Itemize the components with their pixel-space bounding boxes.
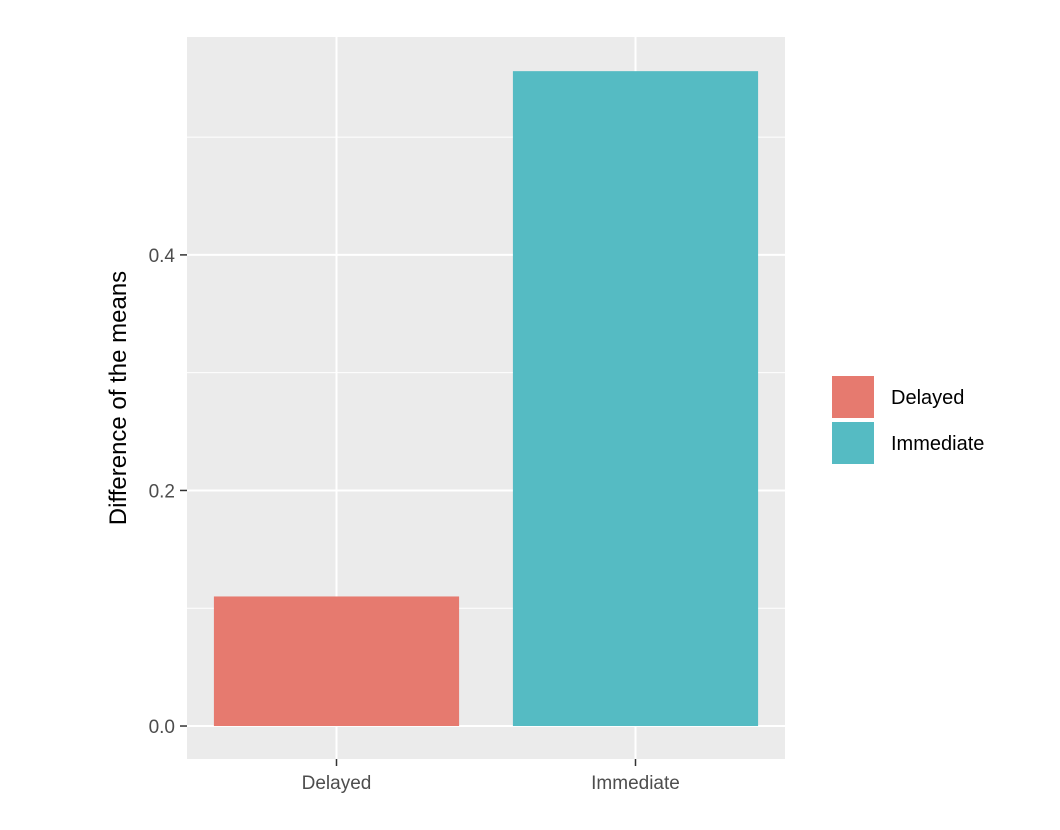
legend-key (832, 376, 874, 418)
y-tick-label: 0.2 (149, 481, 175, 502)
legend-key (832, 422, 874, 464)
bar-immediate (512, 71, 759, 727)
legend: Delayed Immediate (832, 376, 984, 464)
y-axis: 0.0 0.2 0.4 (149, 246, 187, 738)
x-tick-label: Immediate (591, 773, 680, 794)
bars (213, 71, 759, 727)
bar-delayed (213, 596, 460, 727)
x-tick-label: Delayed (302, 773, 372, 794)
y-tick-label: 0.4 (149, 246, 176, 267)
legend-label: Immediate (891, 433, 984, 455)
legend-label: Delayed (891, 387, 964, 409)
y-tick-label: 0.0 (149, 717, 175, 738)
y-axis-title: Difference of the means (105, 271, 132, 525)
x-axis: Delayed Immediate (302, 759, 680, 794)
